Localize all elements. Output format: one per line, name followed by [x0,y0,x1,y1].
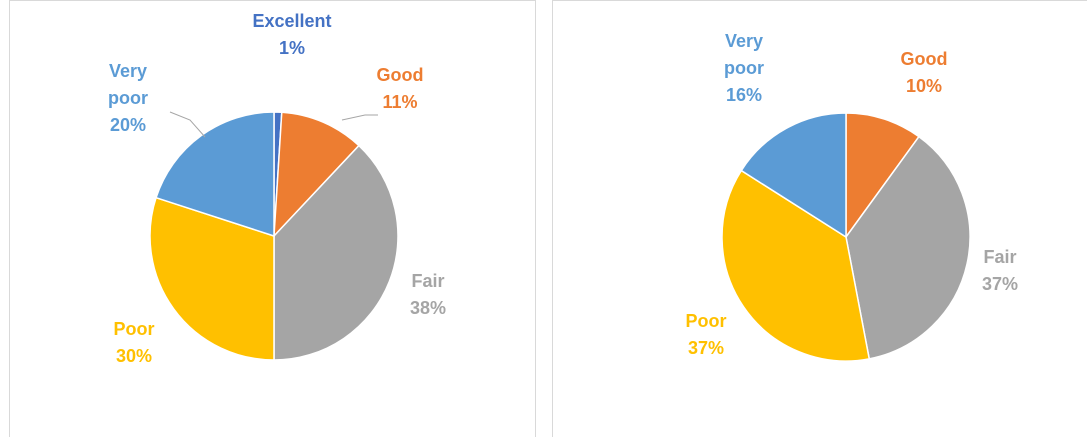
category-label: Good [900,49,948,69]
pie-slice [740,112,847,239]
category-label: Poor [113,319,155,339]
value-label: 38% [409,298,447,318]
category-label: Fair [983,247,1017,267]
value-label: 20% [109,115,147,135]
data-label: Good 11% [355,62,445,116]
pie-slice [155,111,275,238]
category-label: Poor [685,311,727,331]
category-label: Very poor [108,61,148,108]
pie-slice [721,169,871,362]
pie-slice [273,144,399,361]
data-label: Good 10% [879,46,969,100]
value-label: 30% [115,346,153,366]
pie-slice [845,112,920,240]
data-label: Poor 30% [94,316,174,370]
pie-slice [149,196,275,361]
data-label: Very poor 20% [98,58,158,139]
data-label: Fair 38% [388,268,468,322]
leader-line [341,114,378,121]
chart-panel [552,0,1087,437]
pie-slice [273,111,360,239]
data-label: Poor 37% [666,308,746,362]
pie-slice [845,135,971,360]
category-label: Very poor [724,31,764,78]
data-label: Fair 37% [960,244,1040,298]
value-label: 10% [905,76,943,96]
data-label: Very poor 16% [714,28,774,109]
value-label: 1% [278,38,305,58]
chart-panel [9,0,536,437]
value-label: 16% [725,85,763,105]
value-label: 37% [981,274,1019,294]
data-label: Excellent 1% [237,8,347,62]
leader-line [169,111,206,138]
value-label: 37% [687,338,725,358]
category-label: Excellent [252,11,332,31]
value-label: 11% [382,92,418,112]
category-label: Good [376,65,424,85]
category-label: Fair [411,271,445,291]
